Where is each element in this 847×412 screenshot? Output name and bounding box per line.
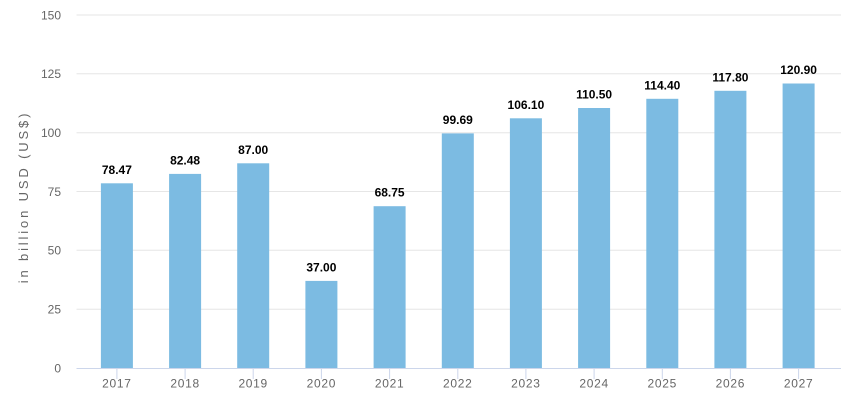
svg-text:114.40: 114.40 xyxy=(644,78,680,92)
svg-text:25: 25 xyxy=(48,303,62,317)
svg-text:110.50: 110.50 xyxy=(576,88,612,102)
svg-text:100: 100 xyxy=(41,126,61,140)
svg-text:106.10: 106.10 xyxy=(508,98,545,112)
svg-text:68.75: 68.75 xyxy=(375,186,405,200)
svg-text:0: 0 xyxy=(54,361,61,375)
svg-text:2020: 2020 xyxy=(307,377,337,391)
svg-text:125: 125 xyxy=(41,67,61,81)
svg-text:150: 150 xyxy=(41,8,61,22)
svg-text:2017: 2017 xyxy=(102,377,132,391)
svg-text:82.48: 82.48 xyxy=(170,153,200,167)
svg-text:117.80: 117.80 xyxy=(712,70,748,84)
svg-text:37.00: 37.00 xyxy=(306,260,336,274)
svg-text:2024: 2024 xyxy=(579,377,609,391)
svg-text:120.90: 120.90 xyxy=(780,63,817,77)
svg-text:2023: 2023 xyxy=(511,377,541,391)
svg-text:87.00: 87.00 xyxy=(238,143,268,157)
svg-text:2025: 2025 xyxy=(648,377,678,391)
svg-text:50: 50 xyxy=(48,244,62,258)
svg-text:in billion USD (US$): in billion USD (US$) xyxy=(16,111,31,284)
svg-text:2022: 2022 xyxy=(443,377,473,391)
svg-text:2019: 2019 xyxy=(238,377,268,391)
svg-text:2021: 2021 xyxy=(375,377,405,391)
svg-text:75: 75 xyxy=(48,185,62,199)
svg-text:78.47: 78.47 xyxy=(102,163,132,177)
svg-text:2027: 2027 xyxy=(784,377,814,391)
svg-text:99.69: 99.69 xyxy=(443,113,473,127)
svg-text:2026: 2026 xyxy=(716,377,746,391)
svg-text:2018: 2018 xyxy=(170,377,200,391)
